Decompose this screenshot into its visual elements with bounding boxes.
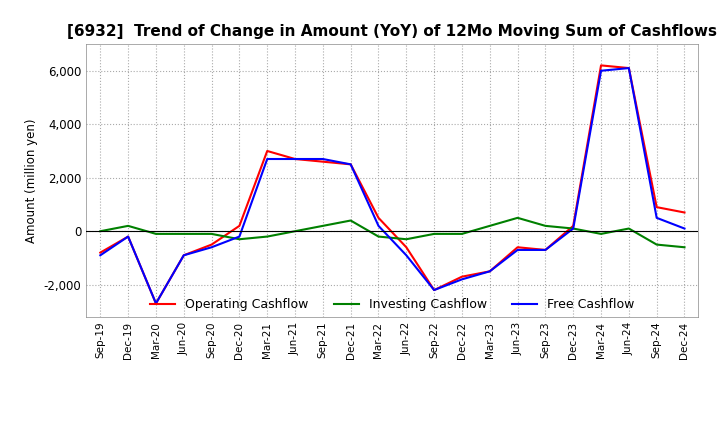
Operating Cashflow: [346, 162, 355, 167]
Free Cashflow: [374, 223, 383, 228]
Free Cashflow: [263, 156, 271, 161]
Free Cashflow: [485, 269, 494, 274]
Operating Cashflow: [513, 245, 522, 250]
Free Cashflow: [680, 226, 689, 231]
Operating Cashflow: [430, 287, 438, 293]
Operating Cashflow: [152, 301, 161, 306]
Legend: Operating Cashflow, Investing Cashflow, Free Cashflow: Operating Cashflow, Investing Cashflow, …: [145, 293, 639, 316]
Operating Cashflow: [652, 205, 661, 210]
Investing Cashflow: [485, 223, 494, 228]
Free Cashflow: [291, 156, 300, 161]
Investing Cashflow: [513, 215, 522, 220]
Investing Cashflow: [458, 231, 467, 237]
Free Cashflow: [541, 247, 550, 253]
Investing Cashflow: [597, 231, 606, 237]
Investing Cashflow: [346, 218, 355, 223]
Free Cashflow: [569, 226, 577, 231]
Free Cashflow: [124, 234, 132, 239]
Investing Cashflow: [541, 223, 550, 228]
Operating Cashflow: [124, 234, 132, 239]
Free Cashflow: [179, 253, 188, 258]
Free Cashflow: [458, 277, 467, 282]
Investing Cashflow: [152, 231, 161, 237]
Free Cashflow: [597, 68, 606, 73]
Investing Cashflow: [402, 237, 410, 242]
Line: Operating Cashflow: Operating Cashflow: [100, 66, 685, 304]
Investing Cashflow: [96, 228, 104, 234]
Free Cashflow: [402, 253, 410, 258]
Operating Cashflow: [624, 66, 633, 71]
Investing Cashflow: [374, 234, 383, 239]
Investing Cashflow: [624, 226, 633, 231]
Free Cashflow: [96, 253, 104, 258]
Free Cashflow: [430, 287, 438, 293]
Free Cashflow: [152, 301, 161, 306]
Operating Cashflow: [680, 210, 689, 215]
Investing Cashflow: [318, 223, 327, 228]
Investing Cashflow: [207, 231, 216, 237]
Operating Cashflow: [235, 223, 243, 228]
Operating Cashflow: [179, 253, 188, 258]
Operating Cashflow: [485, 269, 494, 274]
Free Cashflow: [652, 215, 661, 220]
Investing Cashflow: [263, 234, 271, 239]
Investing Cashflow: [235, 237, 243, 242]
Free Cashflow: [235, 234, 243, 239]
Operating Cashflow: [458, 274, 467, 279]
Investing Cashflow: [569, 226, 577, 231]
Operating Cashflow: [541, 247, 550, 253]
Free Cashflow: [624, 66, 633, 71]
Operating Cashflow: [569, 223, 577, 228]
Y-axis label: Amount (million yen): Amount (million yen): [25, 118, 38, 242]
Line: Free Cashflow: Free Cashflow: [100, 68, 685, 304]
Investing Cashflow: [652, 242, 661, 247]
Operating Cashflow: [207, 242, 216, 247]
Free Cashflow: [513, 247, 522, 253]
Operating Cashflow: [318, 159, 327, 164]
Free Cashflow: [318, 156, 327, 161]
Operating Cashflow: [96, 250, 104, 255]
Free Cashflow: [207, 245, 216, 250]
Investing Cashflow: [680, 245, 689, 250]
Operating Cashflow: [263, 148, 271, 154]
Investing Cashflow: [291, 228, 300, 234]
Investing Cashflow: [430, 231, 438, 237]
Line: Investing Cashflow: Investing Cashflow: [100, 218, 685, 247]
Operating Cashflow: [402, 245, 410, 250]
Free Cashflow: [346, 162, 355, 167]
Investing Cashflow: [179, 231, 188, 237]
Title: [6932]  Trend of Change in Amount (YoY) of 12Mo Moving Sum of Cashflows: [6932] Trend of Change in Amount (YoY) o…: [68, 24, 717, 39]
Operating Cashflow: [291, 156, 300, 161]
Operating Cashflow: [374, 215, 383, 220]
Operating Cashflow: [597, 63, 606, 68]
Investing Cashflow: [124, 223, 132, 228]
